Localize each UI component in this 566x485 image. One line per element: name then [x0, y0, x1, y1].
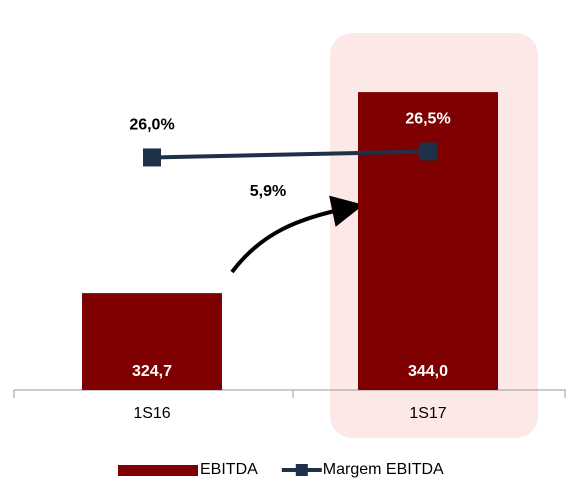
line-label: 26,5% [405, 111, 450, 128]
bar-label: 344,0 [408, 363, 448, 380]
legend-label: EBITDA [200, 461, 258, 478]
legend-swatch [118, 465, 198, 476]
annotation: 5,9% [250, 183, 286, 200]
legend-label: Margem EBITDA [323, 461, 444, 478]
x-tick-label: 1S16 [133, 405, 170, 422]
line [151, 149, 429, 160]
bar-label: 324,7 [132, 363, 172, 380]
legend-swatch [295, 464, 308, 476]
growth-arrow [230, 195, 364, 274]
bar [358, 92, 498, 390]
line-label: 26,0% [129, 117, 174, 134]
line-marker [143, 148, 161, 167]
line-marker [419, 142, 437, 161]
x-tick-label: 1S17 [409, 405, 446, 422]
bar [82, 293, 222, 390]
